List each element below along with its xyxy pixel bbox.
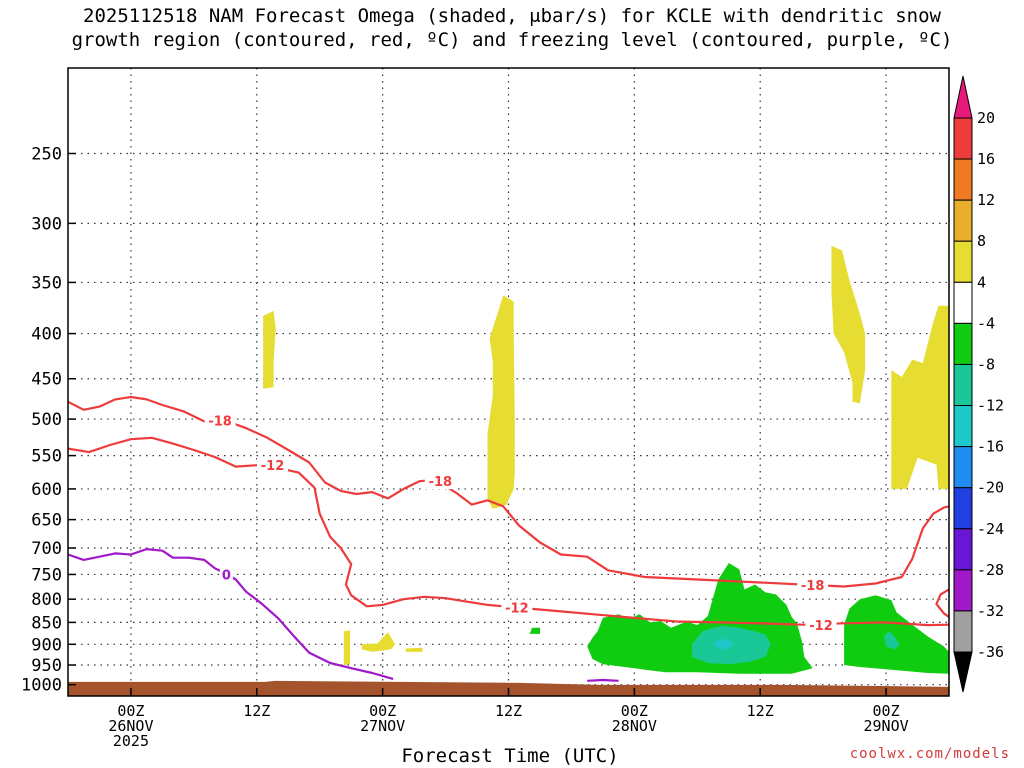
y-tick-label: 350 <box>31 273 62 293</box>
y-tick-label: 500 <box>31 410 62 430</box>
y-tick-label: 850 <box>31 613 62 633</box>
colorbar-bin <box>953 405 973 448</box>
colorbar-under-arrow <box>953 651 973 693</box>
colorbar-label: -28 <box>977 561 1004 579</box>
y-axis-ticks: 2503003504004505005506006507007508008509… <box>21 144 76 696</box>
x-tick-label: 12Z <box>243 702 270 720</box>
y-tick-label: 600 <box>31 480 62 500</box>
contour-label: -18 <box>208 415 232 430</box>
y-tick-label: 1000 <box>21 676 62 696</box>
colorbar-label: 16 <box>977 150 995 168</box>
x-tick-label: 28NOV <box>612 717 657 735</box>
x-tick-label: 2025 <box>113 732 149 750</box>
colorbar-label: -32 <box>977 602 1004 620</box>
colorbar-label: -4 <box>977 314 995 332</box>
colorbar-label: 12 <box>977 191 995 209</box>
omega-shading <box>263 245 949 674</box>
colorbar-label: -20 <box>977 479 1004 497</box>
contour-label-bg <box>805 617 837 634</box>
colorbar-bin <box>953 569 973 612</box>
credit-text: coolwx.com/models <box>849 746 1010 762</box>
x-tick-label: 00Z <box>621 702 648 720</box>
colorbar-label: 8 <box>977 232 986 250</box>
x-tick-label: 29NOV <box>863 717 908 735</box>
colorbar-bin <box>953 281 973 324</box>
title-line-2: growth region (contoured, red, ºC) and f… <box>71 29 953 51</box>
x-tick-label: 00Z <box>369 702 396 720</box>
colorbar-bin <box>953 199 973 242</box>
colorbar-bin <box>953 322 973 365</box>
colorbar-bin <box>953 446 973 489</box>
colorbar-label: -36 <box>977 643 1004 661</box>
contour-label: 0 <box>222 568 231 583</box>
contour-label-bg <box>257 457 289 474</box>
colorbar-label: -12 <box>977 397 1004 415</box>
colorbar-bin <box>953 363 973 407</box>
y-tick-label: 550 <box>31 447 62 467</box>
contour-label: -12 <box>505 602 529 617</box>
y-tick-label: 250 <box>31 144 62 164</box>
y-tick-label: 900 <box>31 635 62 655</box>
y-tick-label: 950 <box>31 656 62 676</box>
contour-label-bg <box>501 599 533 616</box>
contour-line <box>68 436 949 627</box>
x-tick-label: 26NOV <box>108 717 153 735</box>
contour-label-bg <box>424 473 456 490</box>
x-tick-label: 27NOV <box>360 717 405 735</box>
y-tick-label: 300 <box>31 214 62 234</box>
y-tick-label: 800 <box>31 590 62 610</box>
omega-region <box>831 245 949 489</box>
x-tick-label: 12Z <box>495 702 522 720</box>
omega-region <box>529 627 540 634</box>
contour-line <box>587 678 619 682</box>
colorbar-label: 20 <box>977 109 995 127</box>
chart-title: 2025112518 NAM Forecast Omega (shaded, μ… <box>0 4 1024 52</box>
omega-region <box>884 631 900 650</box>
y-tick-label: 650 <box>31 511 62 531</box>
y-tick-label: 750 <box>31 565 62 585</box>
x-axis-label: Forecast Time (UTC) <box>401 745 619 767</box>
colorbar-label: 4 <box>977 273 986 291</box>
contour-line <box>935 588 949 618</box>
y-tick-label: 400 <box>31 325 62 345</box>
contour-label-bg <box>204 412 236 429</box>
contour-labels: -18 -18 -18 -12 -12 -12 0 <box>204 412 837 634</box>
colorbar-bin <box>953 528 973 571</box>
colorbar: 20 16 12 8 4 -4 -8 -12 -16 -20 -24 -28 -32 -36 <box>953 75 1004 693</box>
colorbar-bin <box>953 240 973 283</box>
x-tick-label: 12Z <box>747 702 774 720</box>
colorbar-bin <box>953 158 973 201</box>
omega-region <box>844 595 949 674</box>
contour-label: -18 <box>429 475 453 490</box>
colorbar-bin <box>953 117 973 160</box>
colorbar-bin <box>953 610 973 653</box>
contour-label-bg <box>219 566 233 583</box>
x-tick-label: 00Z <box>117 702 144 720</box>
y-tick-label: 450 <box>31 370 62 390</box>
omega-region <box>405 647 423 652</box>
colorbar-label: -8 <box>977 355 995 373</box>
omega-region <box>263 310 276 389</box>
omega-region <box>343 630 351 665</box>
x-tick-label: 00Z <box>873 702 900 720</box>
colorbar-bin <box>953 487 973 530</box>
title-line-1: 2025112518 NAM Forecast Omega (shaded, μ… <box>83 5 941 27</box>
omega-region <box>487 295 515 509</box>
colorbar-over-arrow <box>953 75 973 119</box>
colorbar-label: -16 <box>977 438 1004 456</box>
contour-label: -12 <box>809 619 833 634</box>
contour-label: -12 <box>261 459 285 474</box>
omega-region <box>714 638 733 650</box>
contour-label-bg <box>797 577 829 594</box>
omega-region <box>361 632 396 652</box>
colorbar-label: -24 <box>977 520 1004 538</box>
contour-label: -18 <box>801 579 825 594</box>
y-tick-label: 700 <box>31 539 62 559</box>
grid-lines <box>68 68 949 696</box>
